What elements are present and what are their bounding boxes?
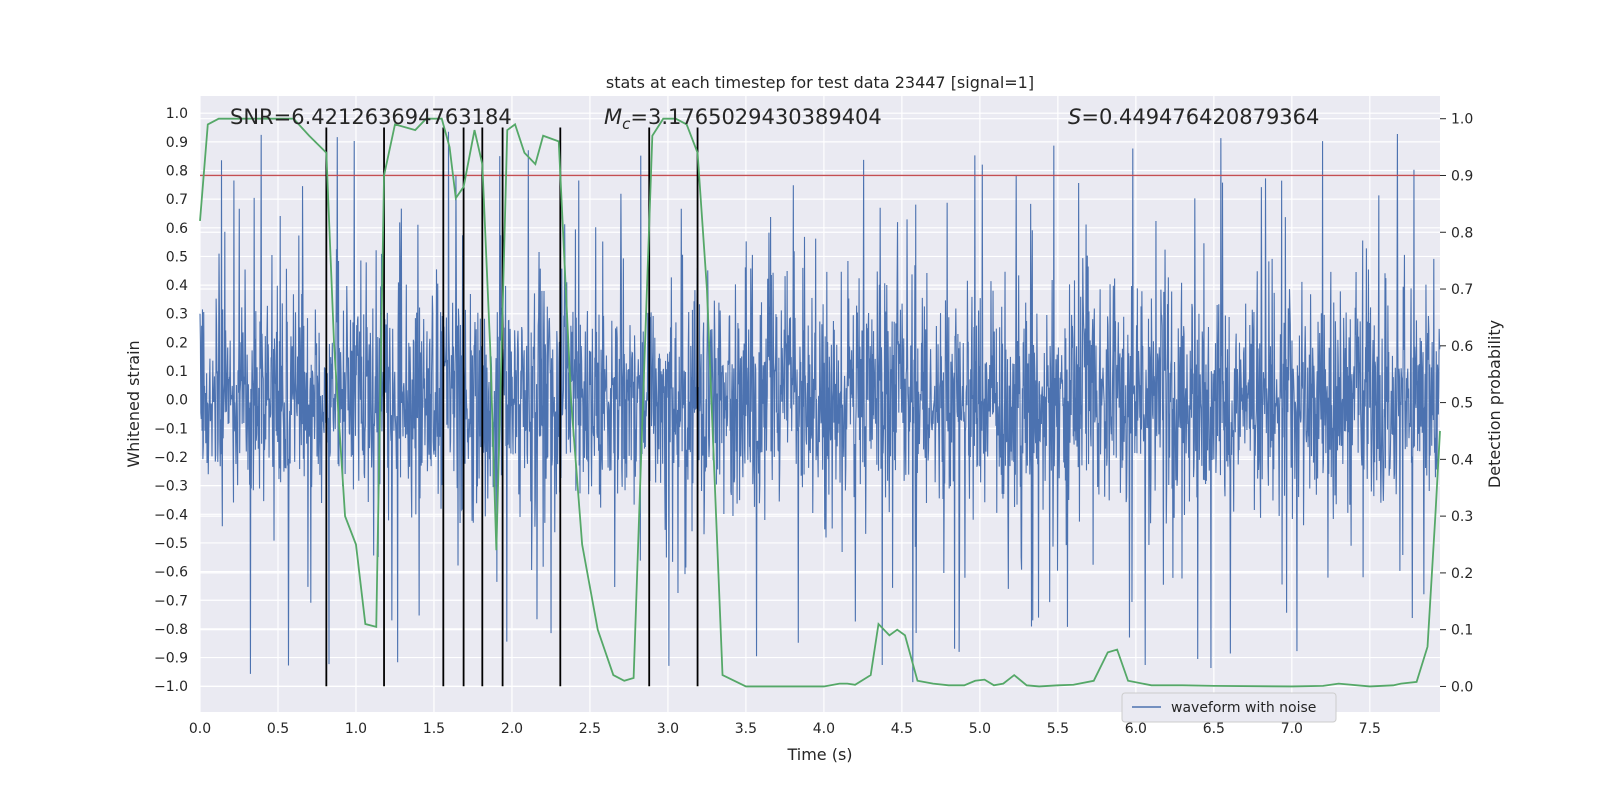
x-tick-label: 2.0 bbox=[501, 721, 523, 737]
y2-tick-label: 0.2 bbox=[1451, 566, 1473, 582]
y-tick-label: −0.1 bbox=[154, 421, 188, 437]
axis-ticks: 0.0 0.5 1.0 1.5 2.0 2.5 3.0 3.5 4.0 4.5 5.0 5.5 6.0 6… bbox=[154, 106, 1473, 737]
x-tick-label: 1.5 bbox=[423, 721, 445, 737]
y-tick-label: 0.1 bbox=[166, 364, 188, 380]
x-tick-label: 0.0 bbox=[189, 721, 211, 737]
y-tick-label: −1.0 bbox=[154, 679, 188, 695]
x-tick-label: 4.5 bbox=[891, 721, 913, 737]
y-tick-label: −0.7 bbox=[154, 593, 188, 609]
y-tick-label: 0.9 bbox=[166, 135, 188, 151]
y2-tick-label: 0.6 bbox=[1451, 339, 1473, 355]
waveform-series bbox=[199, 131, 1441, 683]
y-tick-label: 1.0 bbox=[166, 106, 188, 122]
y-tick-label: 0.0 bbox=[166, 393, 188, 409]
legend: waveform with noise bbox=[1121, 692, 1337, 723]
chirp-mass-annotation: Mc=3.1765029430389404 bbox=[604, 105, 882, 133]
event-markers bbox=[325, 127, 699, 687]
chirp-mass-symbol: M bbox=[604, 105, 622, 129]
x-tick-label: 3.0 bbox=[657, 721, 679, 737]
y2-tick-label: 0.0 bbox=[1451, 679, 1473, 695]
chart-title: stats at each timestep for test data 234… bbox=[606, 73, 1034, 92]
y2-tick-label: 0.5 bbox=[1451, 396, 1473, 412]
probability-series bbox=[199, 117, 1441, 688]
chirp-mass-subscript: c bbox=[622, 115, 631, 133]
s-annotation: S=0.449476420879364 bbox=[1068, 105, 1319, 129]
s-symbol: S bbox=[1068, 105, 1081, 129]
y2-tick-label: 0.1 bbox=[1451, 623, 1473, 639]
y2-tick-label: 0.7 bbox=[1451, 282, 1473, 298]
y-tick-label: −0.4 bbox=[154, 507, 188, 523]
y-tick-label: −0.6 bbox=[154, 565, 188, 581]
x-tick-label: 0.5 bbox=[267, 721, 289, 737]
y2-tick-label: 0.9 bbox=[1451, 168, 1473, 184]
y-tick-label: −0.8 bbox=[154, 622, 188, 638]
x-tick-label: 6.5 bbox=[1203, 721, 1225, 737]
x-tick-label: 3.5 bbox=[735, 721, 757, 737]
probability-line bbox=[199, 117, 1441, 688]
y-tick-label: −0.5 bbox=[154, 536, 188, 552]
s-value: =0.449476420879364 bbox=[1081, 105, 1319, 129]
x-tick-label: 6.0 bbox=[1125, 721, 1147, 737]
y-tick-label: 0.7 bbox=[166, 192, 188, 208]
x-tick-label: 7.5 bbox=[1359, 721, 1381, 737]
waveform-line bbox=[199, 131, 1441, 683]
x-tick-label: 2.5 bbox=[579, 721, 601, 737]
y2-tick-label: 0.8 bbox=[1451, 225, 1473, 241]
x-tick-label: 5.5 bbox=[1047, 721, 1069, 737]
y-tick-label: −0.3 bbox=[154, 479, 188, 495]
snr-annotation: SNR=6.421263694763184 bbox=[230, 105, 512, 129]
x-axis-label: Time (s) bbox=[786, 745, 852, 764]
chirp-mass-value: =3.1765029430389404 bbox=[630, 105, 881, 129]
legend-label: waveform with noise bbox=[1171, 700, 1316, 716]
y-tick-label: 0.2 bbox=[166, 335, 188, 351]
y-tick-label: 0.6 bbox=[166, 221, 188, 237]
x-tick-label: 5.0 bbox=[969, 721, 991, 737]
x-tick-label: 4.0 bbox=[813, 721, 835, 737]
y-tick-label: 0.5 bbox=[166, 249, 188, 265]
y-tick-label: 0.3 bbox=[166, 307, 188, 323]
y-tick-label: 0.8 bbox=[166, 163, 188, 179]
x-tick-label: 1.0 bbox=[345, 721, 367, 737]
y-tick-label: −0.9 bbox=[154, 651, 188, 667]
y2-tick-label: 1.0 bbox=[1451, 112, 1473, 128]
x-tick-label: 7.0 bbox=[1281, 721, 1303, 737]
y-tick-label: −0.2 bbox=[154, 450, 188, 466]
legend-box bbox=[1121, 692, 1337, 723]
y2-tick-label: 0.4 bbox=[1451, 452, 1473, 468]
y-axis-label: Whitened strain bbox=[124, 340, 143, 467]
y2-tick-label: 0.3 bbox=[1451, 509, 1473, 525]
y2-axis-label: Detection probability bbox=[1485, 320, 1504, 488]
y-tick-label: 0.4 bbox=[166, 278, 188, 294]
